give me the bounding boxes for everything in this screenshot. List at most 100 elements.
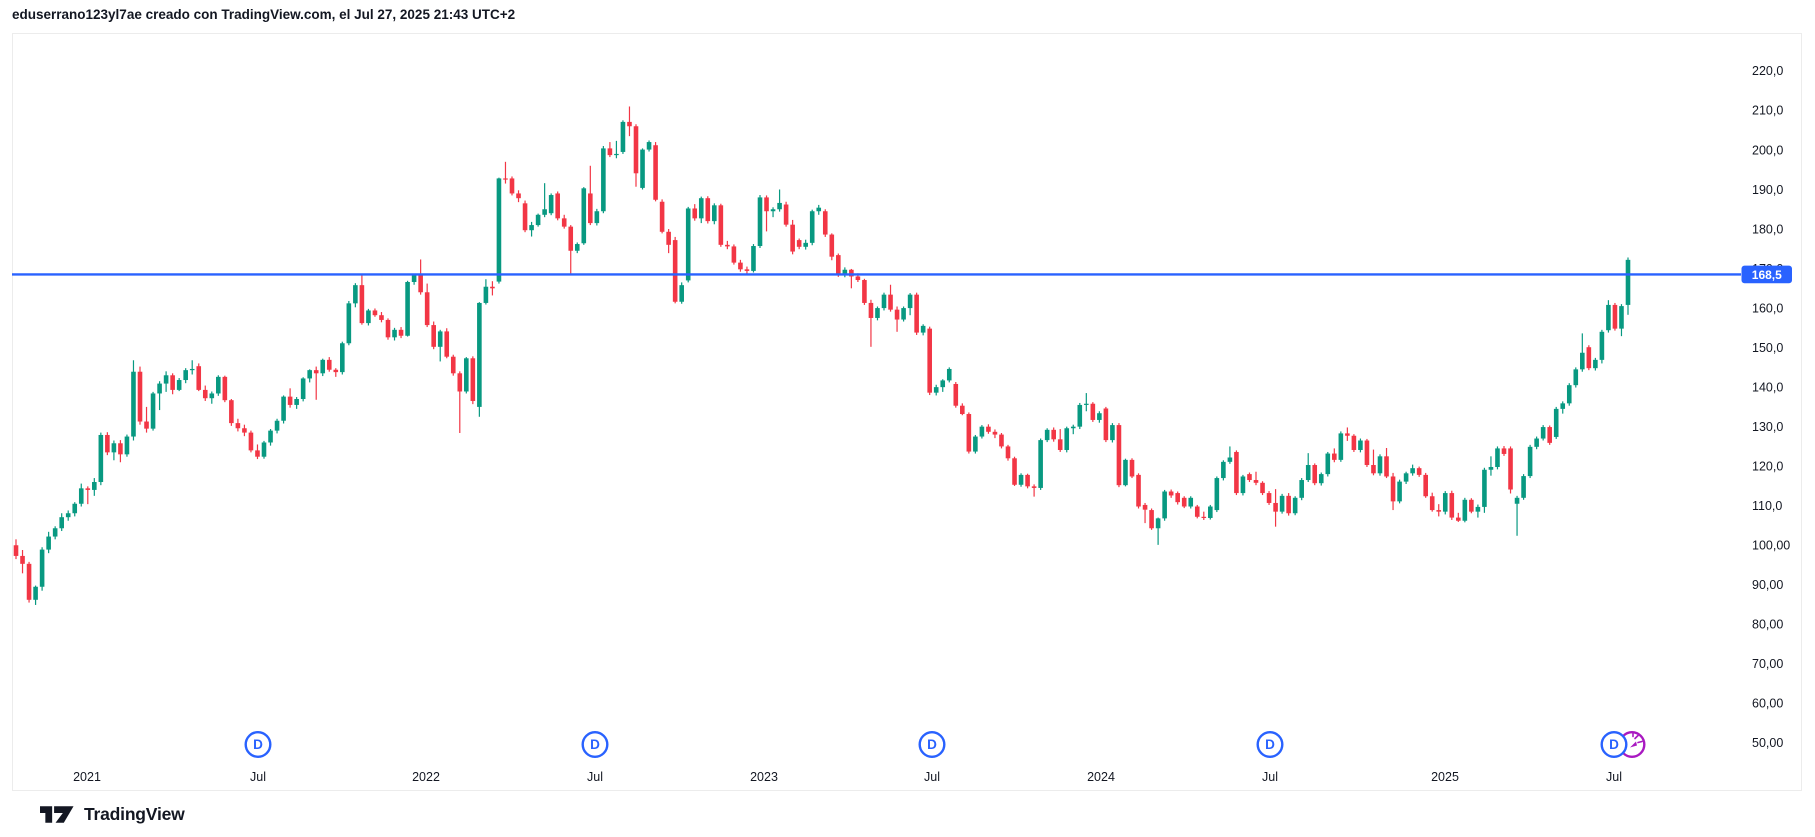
candle-body <box>92 482 97 490</box>
candle-body <box>1168 491 1174 496</box>
candle-body <box>1038 440 1043 488</box>
candle-body <box>1260 482 1265 494</box>
candle-body <box>933 387 939 393</box>
tradingview-logo[interactable]: TradingView <box>40 802 185 826</box>
candle-body <box>803 242 808 247</box>
y-axis-label: 90,00 <box>1752 578 1783 592</box>
y-axis-label: 120,0 <box>1752 459 1783 473</box>
dividend-marker[interactable]: D <box>1256 731 1284 759</box>
candle-body <box>150 393 156 429</box>
dividend-marker[interactable]: D <box>1600 731 1628 759</box>
candle-body <box>614 153 619 156</box>
dividend-marker[interactable]: D <box>581 731 609 759</box>
candle-body <box>1540 427 1546 439</box>
candle-body <box>26 563 32 600</box>
candle-body <box>85 488 91 490</box>
candle-body <box>340 343 345 373</box>
candle-body <box>431 325 436 347</box>
candle-body <box>607 148 613 156</box>
candle-body <box>979 426 985 437</box>
y-axis-label: 100,00 <box>1752 539 1790 553</box>
candle-body <box>1292 497 1298 514</box>
candle-body <box>1495 448 1500 467</box>
x-axis-label: 2023 <box>750 770 778 784</box>
candle-body <box>986 426 991 432</box>
candle-body <box>124 436 130 455</box>
candle-body <box>359 285 365 324</box>
candle-body <box>255 450 260 457</box>
candle-body <box>1208 506 1213 518</box>
candle-body <box>131 371 136 437</box>
candle-body <box>1423 474 1428 497</box>
candle-body <box>894 309 900 320</box>
candle-body <box>39 549 45 587</box>
candle-body <box>1129 459 1135 477</box>
candle-body <box>176 380 182 390</box>
candle-body <box>809 211 815 243</box>
candle-body <box>1390 476 1396 502</box>
candle-body <box>574 244 580 251</box>
x-axis-label: 2021 <box>73 770 101 784</box>
candle-body <box>111 443 117 453</box>
dividend-marker[interactable]: D <box>244 731 272 759</box>
candle-body <box>542 209 547 215</box>
candle-body <box>509 178 515 194</box>
candle-body <box>137 371 143 422</box>
candle-body <box>418 275 423 293</box>
candle-body <box>1012 458 1017 485</box>
candle-body <box>1253 480 1259 483</box>
candle-body <box>1371 465 1376 474</box>
candle-body <box>1266 493 1272 503</box>
candle-body <box>1051 429 1056 440</box>
candle-body <box>698 198 704 219</box>
candle-body <box>274 420 280 431</box>
candle-body <box>731 246 737 263</box>
dividend-marker[interactable]: D <box>918 731 946 759</box>
candle-body <box>1469 499 1474 512</box>
candle-body <box>372 310 378 316</box>
candle-body <box>1090 403 1096 420</box>
dividend-marker-letter: D <box>1265 737 1275 752</box>
candle-body <box>1449 493 1455 518</box>
candle-body <box>281 396 286 421</box>
candle-body <box>483 286 489 303</box>
candle-body <box>914 294 919 333</box>
y-axis-label: 150,0 <box>1752 341 1783 355</box>
candle-body <box>1593 359 1598 369</box>
candle-body <box>1547 427 1552 443</box>
candle-body <box>594 211 600 224</box>
candle-body <box>581 188 587 244</box>
price-line-label: 168,5 <box>1752 268 1782 282</box>
candle-body <box>1123 459 1128 486</box>
candle-body <box>287 396 293 405</box>
candle-body <box>46 536 51 550</box>
candle-body <box>183 370 188 381</box>
candle-body <box>535 214 541 226</box>
candle-body <box>1619 306 1624 329</box>
candle-body <box>1057 439 1063 450</box>
candle-body <box>437 331 443 347</box>
candle-body <box>157 383 162 394</box>
candle-body <box>1410 468 1415 474</box>
candle-body <box>1482 469 1487 507</box>
candle-body <box>490 286 495 289</box>
candle-body <box>1606 304 1611 331</box>
candle-body <box>868 302 874 318</box>
y-axis-label: 160,0 <box>1752 301 1783 315</box>
candle-body <box>1175 493 1180 503</box>
candle-body <box>235 423 241 429</box>
candle-body <box>946 368 952 381</box>
candle-body <box>202 389 208 399</box>
candle-body <box>444 331 450 357</box>
candle-body <box>1097 413 1102 420</box>
candle-body <box>783 204 789 225</box>
candle-body <box>1403 473 1409 482</box>
candle-body <box>666 231 671 245</box>
candle-body <box>640 149 645 188</box>
candle-body <box>1488 466 1494 470</box>
candle-body <box>973 436 978 452</box>
candle-body <box>601 148 606 212</box>
candle-body <box>1566 385 1572 404</box>
candle-body <box>189 368 195 371</box>
candle-body <box>1273 502 1278 512</box>
